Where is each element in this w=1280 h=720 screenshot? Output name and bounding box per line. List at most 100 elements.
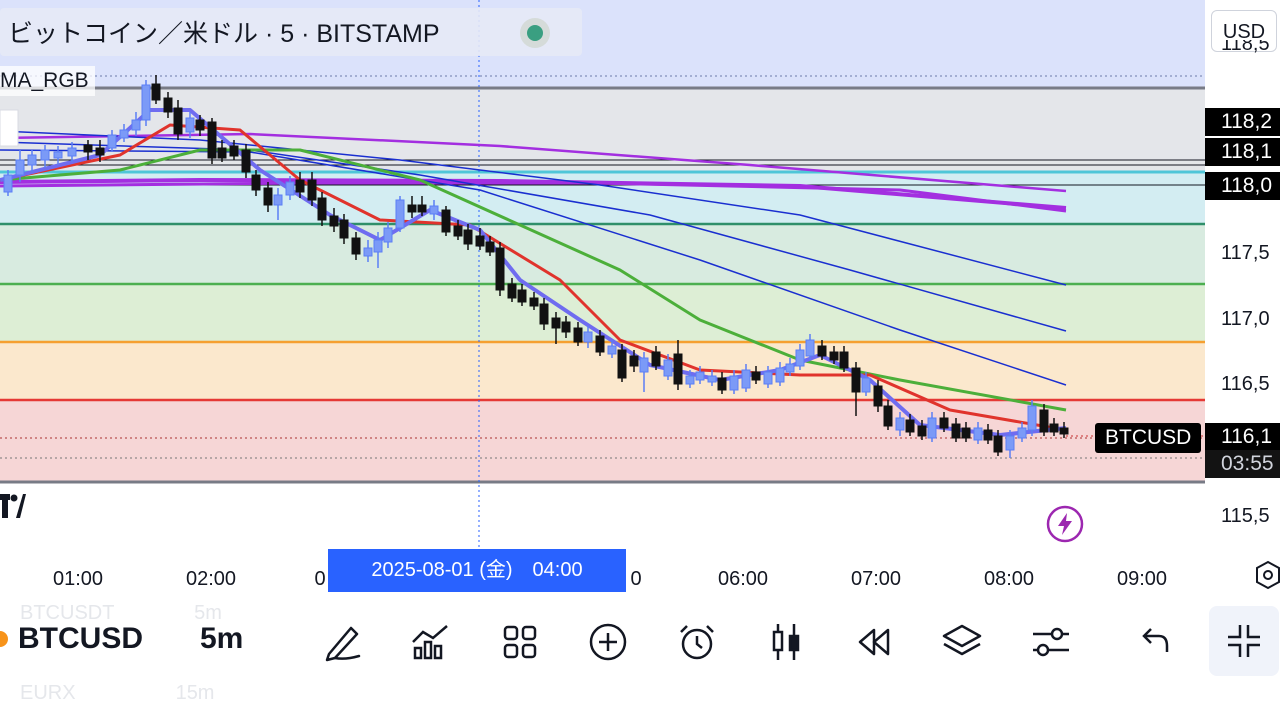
candle	[939, 417, 949, 429]
price-chart[interactable]	[0, 0, 1205, 548]
add-icon[interactable]	[586, 620, 630, 664]
candle	[905, 419, 915, 433]
price-tick: 115,5	[1221, 505, 1270, 527]
candle	[441, 209, 451, 233]
candle	[417, 204, 427, 213]
candle	[717, 377, 727, 391]
candle	[107, 134, 117, 149]
market-status-icon	[520, 18, 550, 48]
candle	[685, 375, 695, 385]
candle	[329, 215, 339, 227]
zone-band	[0, 400, 1205, 482]
chart-area[interactable]	[0, 0, 1205, 548]
candle	[507, 283, 517, 299]
candle	[607, 345, 617, 355]
candle	[95, 147, 105, 156]
undo-icon[interactable]	[1133, 620, 1177, 664]
ma-price-tag: 118,2	[1205, 108, 1280, 136]
candle	[983, 429, 993, 441]
candle	[429, 205, 439, 215]
ma-line-green	[0, 148, 1067, 412]
candle	[751, 371, 761, 381]
time-tick: 0	[314, 568, 326, 590]
candle	[475, 235, 485, 247]
candle	[3, 174, 13, 193]
time-tick: 06:00	[717, 568, 769, 590]
alarm-icon[interactable]	[675, 620, 719, 664]
tradingview-logo-icon	[0, 494, 26, 518]
symbol-title-bar[interactable]: ビットコイン／米ドル · 5 · BITSTAMP	[0, 8, 582, 56]
candle	[817, 345, 827, 357]
last-price-tag: 116,1	[1205, 423, 1280, 451]
candle	[27, 154, 37, 166]
candle	[485, 241, 495, 253]
candle	[15, 159, 25, 176]
time-tick: 08:00	[983, 568, 1035, 590]
indicators-icon[interactable]	[409, 620, 453, 664]
candle	[741, 369, 751, 389]
candle	[805, 339, 815, 357]
pen-icon[interactable]	[321, 620, 365, 664]
legend-toggle	[0, 109, 19, 147]
ma-price-tag: 118,1	[1205, 138, 1280, 166]
bar-countdown: 03:55	[1205, 450, 1280, 478]
gear-icon[interactable]	[1253, 560, 1280, 590]
candles-icon[interactable]	[764, 620, 808, 664]
candle	[195, 119, 205, 131]
candle	[1017, 427, 1027, 439]
candle	[517, 289, 527, 303]
indicator-label[interactable]: MA_RGB	[0, 66, 95, 96]
ma-price-tag: 118,0	[1205, 172, 1280, 200]
candle	[207, 121, 217, 159]
candle	[973, 427, 983, 441]
layers-icon[interactable]	[940, 620, 984, 664]
bitcoin-icon	[0, 631, 8, 647]
bottom-toolbar	[0, 600, 1280, 720]
candle	[185, 117, 195, 133]
time-tick: 01:00	[52, 568, 104, 590]
candle	[651, 351, 661, 367]
candle	[829, 351, 839, 361]
time-tick: 07:00	[850, 568, 902, 590]
symbol-selector[interactable]: BTCUSD	[18, 622, 143, 655]
candle	[617, 349, 627, 379]
candle	[131, 119, 141, 131]
candle	[285, 181, 295, 196]
lightning-icon[interactable]	[1046, 505, 1084, 543]
candle	[141, 84, 151, 121]
candle	[529, 297, 539, 307]
price-axis[interactable]	[1205, 0, 1280, 600]
candle	[1027, 405, 1037, 431]
settings-sliders-icon[interactable]	[1029, 620, 1073, 664]
candle	[295, 179, 305, 193]
crosshair-time-label: 2025-08-01 (金) 04:00	[328, 549, 626, 592]
candle	[539, 303, 549, 325]
candle	[495, 247, 505, 291]
candle	[775, 367, 785, 383]
price-tick: 117,5	[1221, 242, 1270, 264]
interval-selector[interactable]: 5m	[200, 622, 244, 655]
candle	[729, 375, 739, 391]
collapse-button[interactable]	[1209, 606, 1279, 676]
collapse-icon	[1228, 625, 1260, 657]
ma-line-purple	[0, 181, 1067, 213]
ma-line-purple	[0, 178, 1067, 210]
candle	[673, 353, 683, 385]
candle	[383, 227, 393, 243]
currency-button[interactable]: USD	[1211, 10, 1277, 52]
candle	[573, 327, 583, 343]
replay-icon[interactable]	[852, 620, 896, 664]
zone-band	[0, 224, 1205, 284]
candle	[851, 367, 861, 393]
candle	[663, 359, 673, 377]
candle	[1039, 409, 1049, 433]
candle	[67, 147, 77, 157]
layout-grid-icon[interactable]	[498, 620, 542, 664]
candle	[707, 375, 717, 383]
candle	[119, 129, 129, 139]
candle	[163, 97, 173, 113]
watchlist-item-faded: BTCUSDT 5m	[20, 602, 222, 624]
candle	[453, 225, 463, 237]
candle	[785, 363, 795, 373]
candle	[395, 199, 405, 229]
